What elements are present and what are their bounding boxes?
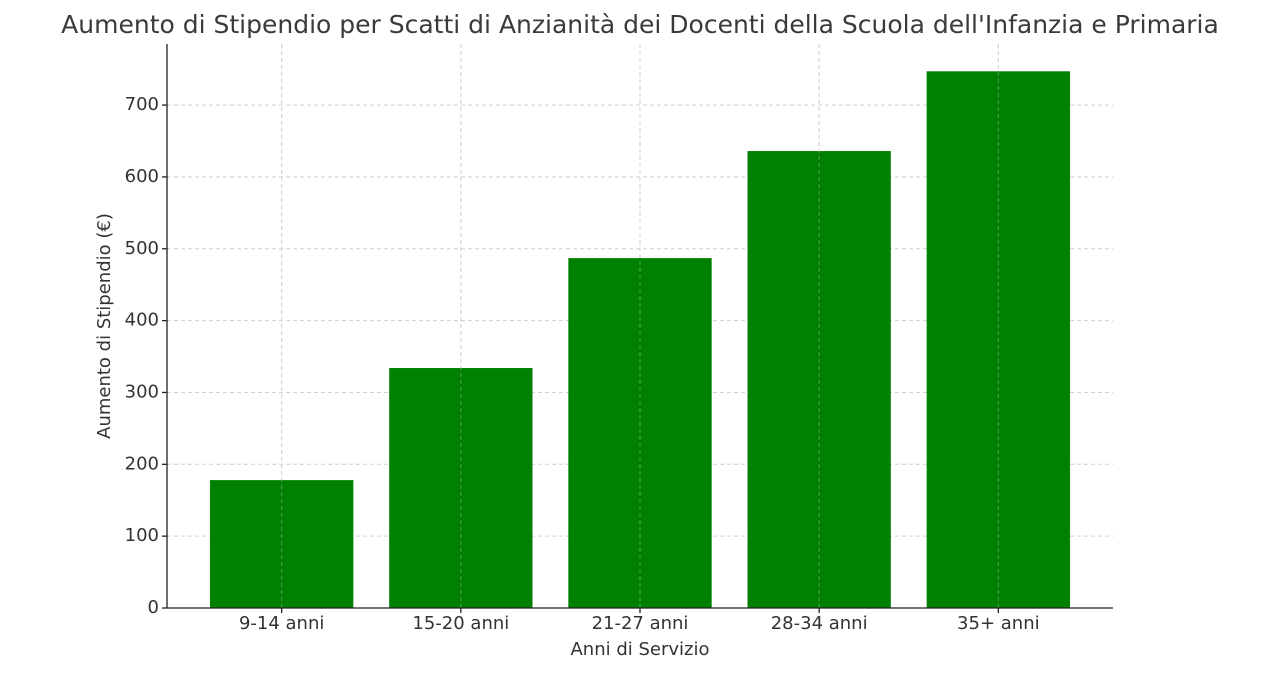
x-tick-label: 28-34 anni xyxy=(771,613,868,634)
bar xyxy=(210,480,354,608)
y-tick-label: 700 xyxy=(125,94,159,115)
bar xyxy=(389,368,533,608)
x-tick-label: 35+ anni xyxy=(957,613,1040,634)
x-tick-label: 9-14 anni xyxy=(239,613,324,634)
bar xyxy=(747,151,891,608)
y-tick-label: 300 xyxy=(125,381,159,402)
y-tick-label: 200 xyxy=(125,453,159,474)
chart-title: Aumento di Stipendio per Scatti di Anzia… xyxy=(61,10,1219,39)
y-tick-label: 0 xyxy=(148,597,159,618)
x-axis-label: Anni di Servizio xyxy=(570,639,709,660)
y-tick-label: 500 xyxy=(125,238,159,259)
y-axis-label: Aumento di Stipendio (€) xyxy=(94,213,115,439)
x-tick-label: 21-27 anni xyxy=(592,613,689,634)
y-tick-label: 600 xyxy=(125,166,159,187)
bar xyxy=(926,71,1070,609)
y-tick-label: 400 xyxy=(125,310,159,331)
y-tick-label: 100 xyxy=(125,525,159,546)
x-tick-label: 15-20 anni xyxy=(412,613,509,634)
bar xyxy=(568,258,712,608)
